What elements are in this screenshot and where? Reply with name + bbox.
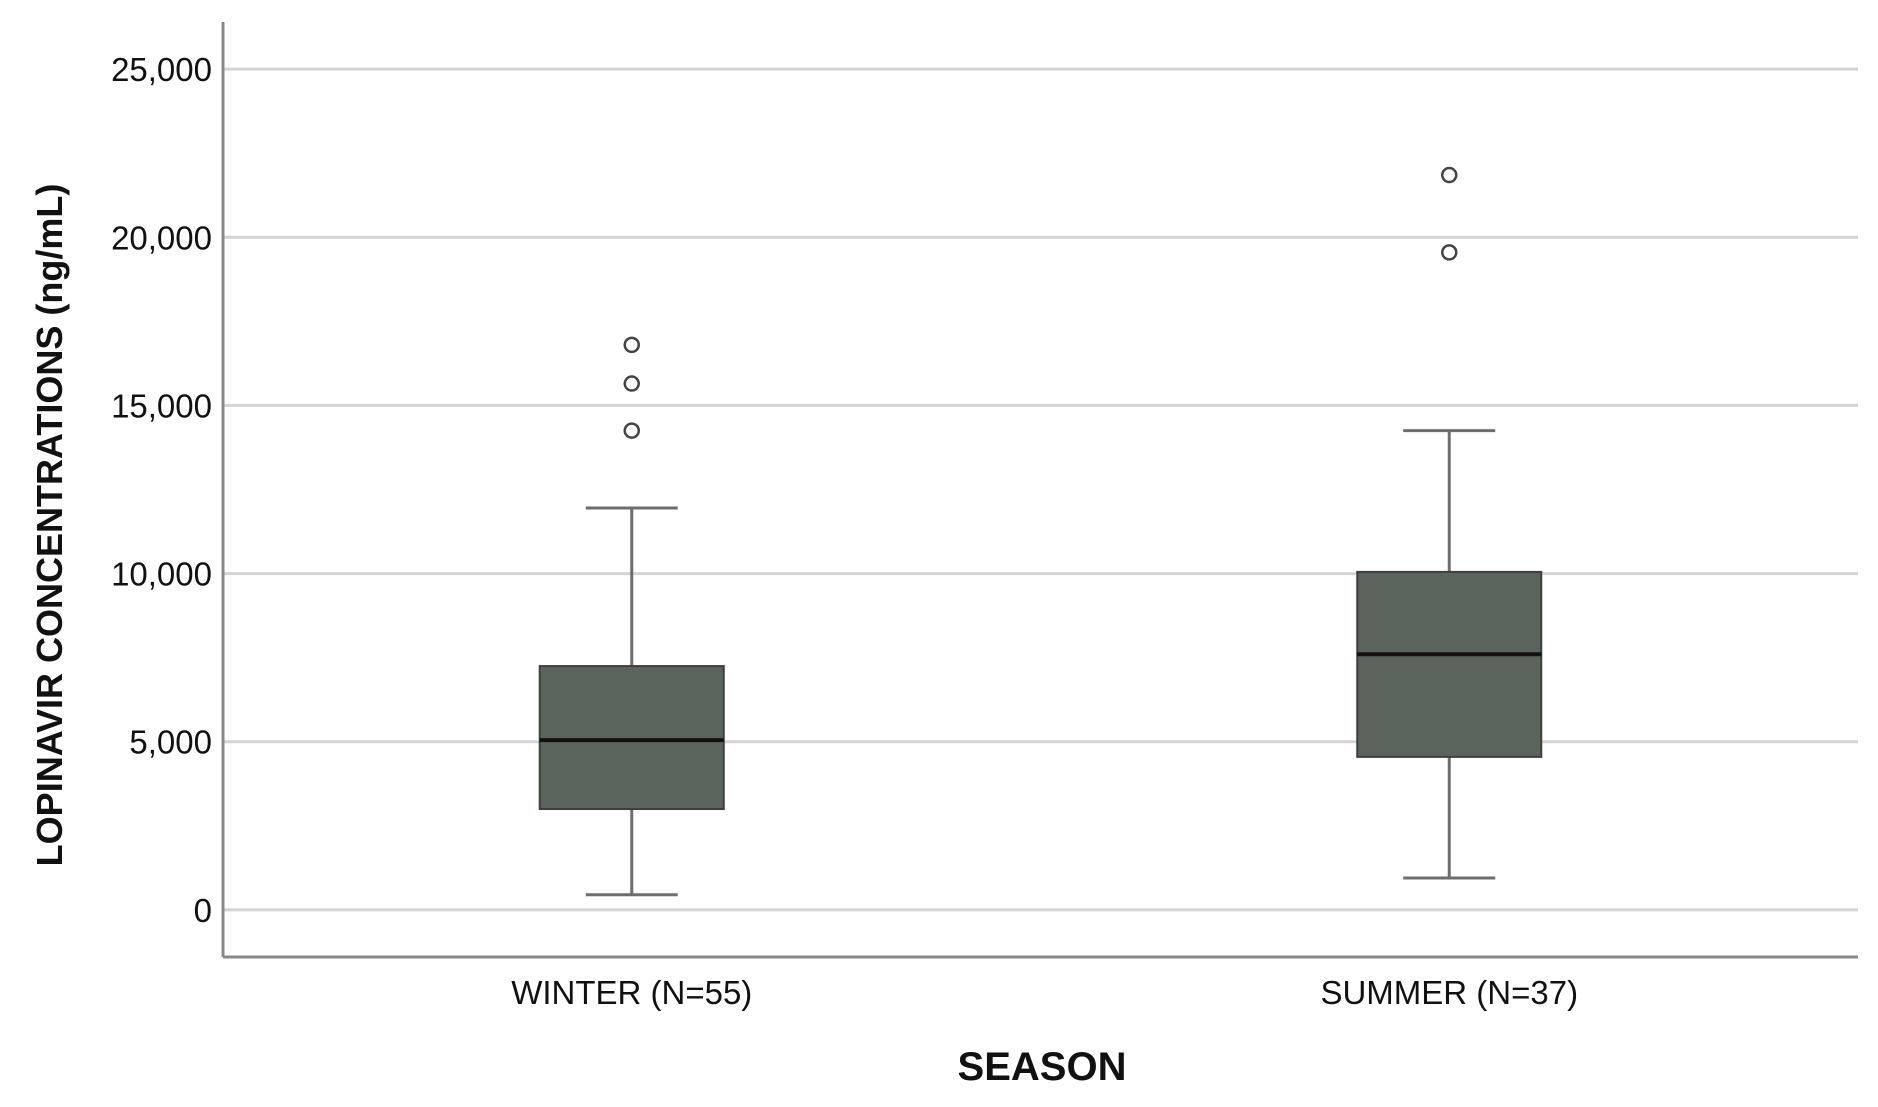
outlier-point — [1441, 244, 1458, 261]
y-tick-label: 0 — [194, 892, 212, 929]
iqr-box — [538, 665, 725, 811]
x-tick-label: WINTER (N=55) — [511, 974, 752, 1011]
outlier-point — [623, 336, 640, 354]
outlier-point — [623, 422, 640, 439]
y-tick-label: 20,000 — [111, 219, 212, 256]
y-tick-label: 5,000 — [129, 724, 212, 761]
box-group — [1356, 166, 1543, 880]
outlier-point — [1441, 166, 1458, 184]
y-axis-title: LOPINAVIR CONCENTRATIONS (ng/mL) — [29, 184, 70, 867]
axes — [221, 22, 1858, 959]
box-group — [538, 336, 725, 897]
x-tick-labels: WINTER (N=55) SUMMER (N=37) — [511, 974, 1578, 1011]
y-tick-label: 15,000 — [111, 387, 212, 424]
boxes — [538, 166, 1543, 897]
gridlines — [223, 67, 1858, 912]
iqr-box — [1356, 570, 1543, 758]
y-tick-label: 25,000 — [111, 51, 212, 88]
y-tick-label: 10,000 — [111, 556, 212, 593]
outlier-point — [623, 375, 640, 392]
y-tick-labels: 0 5,000 10,000 15,000 20,000 25,000 — [111, 51, 212, 929]
x-axis-title: SEASON — [958, 1045, 1127, 1089]
x-tick-label: SUMMER (N=37) — [1320, 974, 1578, 1011]
